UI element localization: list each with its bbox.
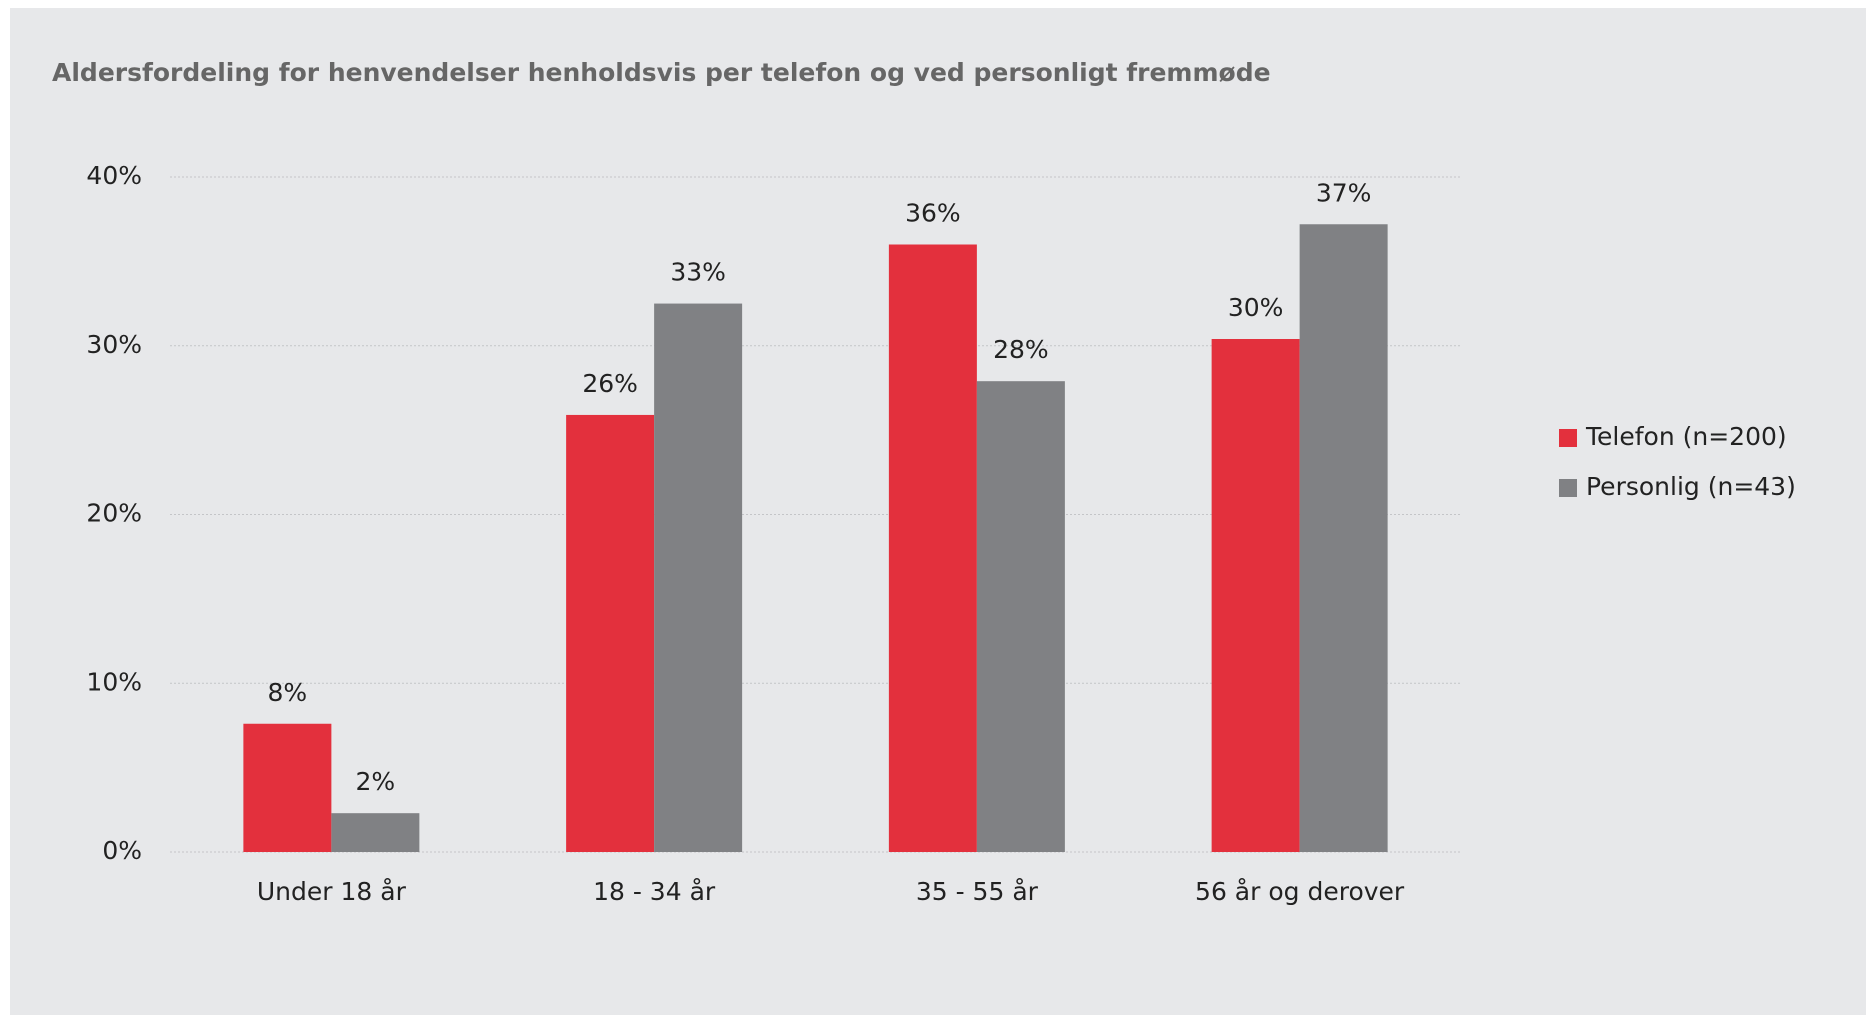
legend-swatch (1559, 429, 1577, 447)
value-label: 8% (268, 678, 308, 707)
bar (976, 381, 1065, 852)
legend-label: Telefon (n=200) (1585, 422, 1787, 451)
value-label: 26% (582, 369, 638, 398)
x-tick-label: 56 år og derover (1195, 877, 1405, 906)
y-tick-label: 20% (86, 499, 142, 528)
bar (1299, 224, 1388, 852)
value-label: 30% (1228, 293, 1284, 322)
bar (243, 723, 332, 852)
x-tick-label: 35 - 55 år (916, 877, 1039, 906)
value-label: 28% (993, 335, 1049, 364)
bar (888, 244, 977, 852)
y-tick-label: 10% (86, 667, 142, 696)
value-label: 36% (905, 199, 961, 228)
x-tick-label: Under 18 år (257, 877, 407, 906)
x-tick-label: 18 - 34 år (593, 877, 716, 906)
value-label: 37% (1316, 178, 1372, 207)
legend-label: Personlig (n=43) (1586, 472, 1796, 501)
y-tick-label: 0% (102, 836, 142, 865)
bar (331, 813, 420, 852)
y-tick-label: 30% (86, 330, 142, 359)
bar (566, 414, 655, 852)
y-tick-label: 40% (86, 161, 142, 190)
bar (1211, 339, 1300, 852)
legend-swatch (1559, 479, 1577, 497)
value-label: 33% (670, 258, 726, 287)
chart-title: Aldersfordeling for henvendelser henhold… (52, 58, 1271, 87)
bar (654, 303, 743, 852)
value-label: 2% (356, 767, 396, 796)
